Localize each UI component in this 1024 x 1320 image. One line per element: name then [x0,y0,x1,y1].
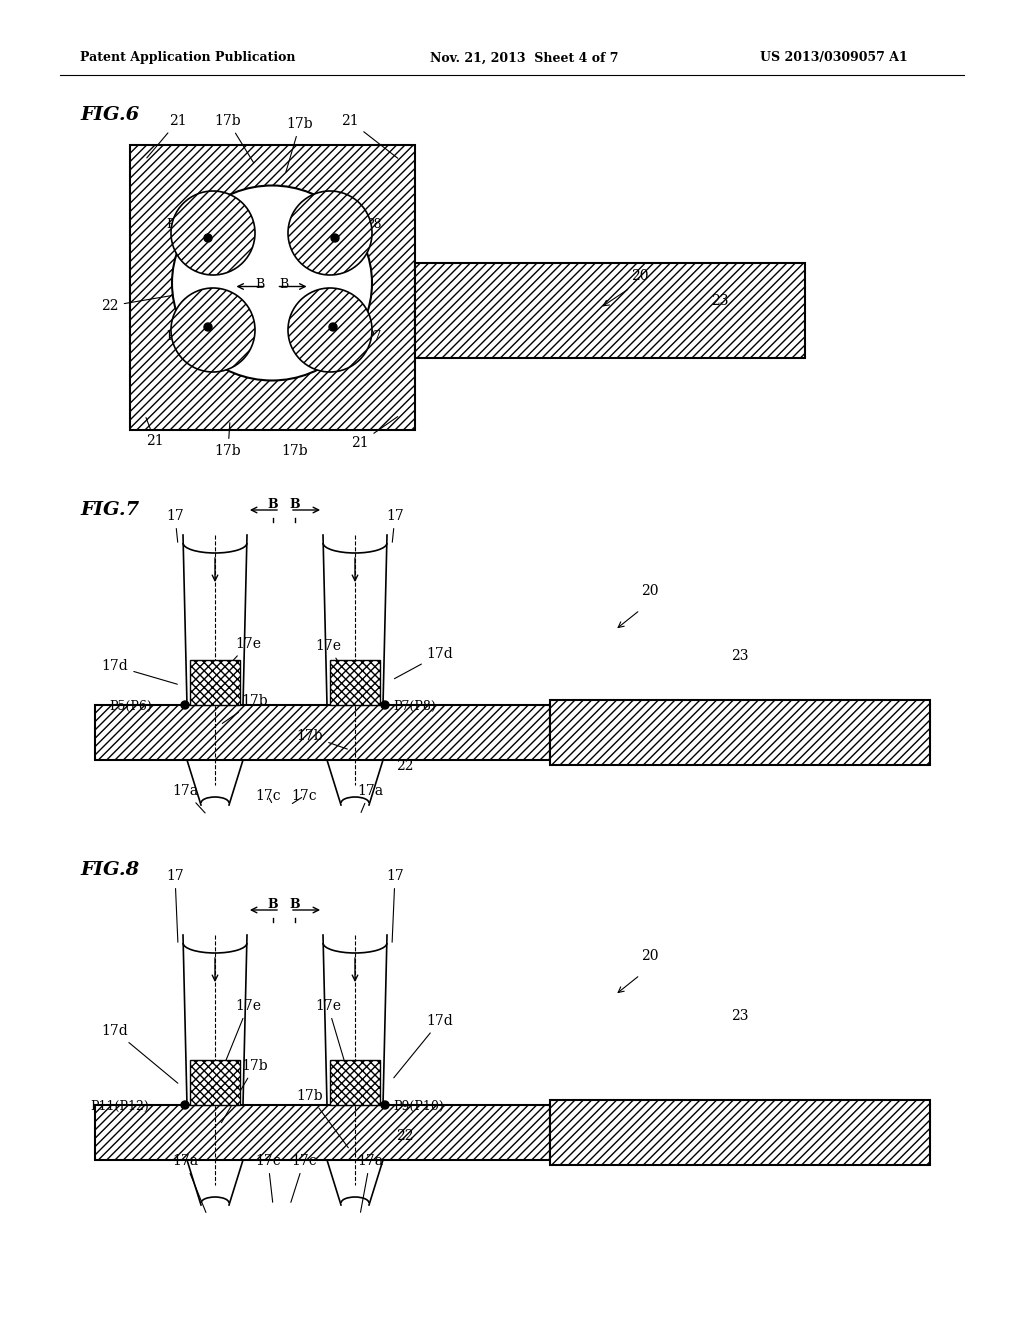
Text: 17a: 17a [172,1154,206,1213]
Text: 17b: 17b [222,694,268,723]
Text: B: B [279,279,288,290]
Text: US 2013/0309057 A1: US 2013/0309057 A1 [760,51,907,65]
Circle shape [171,191,255,275]
Text: FIG.8: FIG.8 [80,861,139,879]
Text: 17b: 17b [286,117,313,173]
Text: 17e: 17e [222,638,261,673]
Text: 17d: 17d [101,659,177,684]
Circle shape [381,701,389,709]
Circle shape [204,234,212,242]
Text: P11(P12): P11(P12) [90,1100,150,1113]
Text: 22: 22 [396,759,414,774]
Text: 21: 21 [146,417,164,447]
Text: 17d: 17d [101,1024,178,1084]
Text: 17e: 17e [221,999,261,1072]
Text: 17: 17 [166,869,184,942]
Bar [95,705,550,760]
Text: Patent Application Publication: Patent Application Publication [80,51,296,65]
Bar [330,1060,380,1105]
Text: 20: 20 [641,583,658,598]
Bar [330,660,380,705]
Text: FIG.6: FIG.6 [80,106,139,124]
Text: Nov. 21, 2013  Sheet 4 of 7: Nov. 21, 2013 Sheet 4 of 7 [430,51,618,65]
Circle shape [288,288,372,372]
Text: 17: 17 [386,510,403,543]
Text: 23: 23 [731,1008,749,1023]
Text: 17d: 17d [394,647,454,678]
Text: P5: P5 [167,218,183,231]
Circle shape [331,234,339,242]
Text: 17c: 17c [255,789,281,803]
Text: 17: 17 [166,510,184,543]
Text: 17a: 17a [357,784,383,812]
Text: 17b: 17b [215,422,242,458]
Text: 17a: 17a [172,784,205,813]
Text: B: B [290,498,300,511]
Text: 17b: 17b [282,444,308,458]
Text: 17b: 17b [297,1089,348,1148]
Text: 17a: 17a [357,1154,383,1212]
Text: 21: 21 [146,114,186,158]
Text: P7: P7 [365,330,381,343]
Text: P6: P6 [167,330,183,343]
Text: 17c: 17c [291,789,316,804]
Text: 17: 17 [386,869,403,942]
Bar [190,660,240,705]
Text: P5(P6): P5(P6) [110,700,152,713]
Text: P8: P8 [365,218,382,231]
Text: 22: 22 [101,296,172,313]
Text: B: B [267,898,279,911]
Bar [130,145,415,430]
Text: 17d: 17d [394,1014,454,1078]
Text: 17c: 17c [291,1154,316,1203]
Bar [550,700,930,766]
Circle shape [171,288,255,372]
Circle shape [329,323,337,331]
Bar [95,1105,550,1160]
Text: 23: 23 [712,294,729,308]
Text: 17c: 17c [255,1154,281,1203]
Text: P7(P8): P7(P8) [393,700,436,713]
Circle shape [381,1101,389,1109]
Text: 21: 21 [351,417,397,450]
Circle shape [204,323,212,331]
Bar [415,263,805,358]
Ellipse shape [172,186,372,380]
Circle shape [181,1101,189,1109]
Text: 17e: 17e [315,999,349,1077]
Text: 17b: 17b [221,1059,268,1122]
Text: 23: 23 [731,649,749,663]
Text: 22: 22 [396,1129,414,1143]
Text: 20: 20 [631,269,649,282]
Text: 17b: 17b [215,114,254,162]
Text: 20: 20 [641,949,658,964]
Bar [550,1100,930,1166]
Text: FIG.7: FIG.7 [80,502,139,519]
Text: B: B [255,279,264,290]
Bar [190,1060,240,1105]
Circle shape [181,701,189,709]
Text: 21: 21 [341,114,397,158]
Text: 17b: 17b [297,729,347,748]
Text: P9(P10): P9(P10) [393,1100,443,1113]
Text: B: B [290,898,300,911]
Circle shape [288,191,372,275]
Text: B: B [267,498,279,511]
Text: 17e: 17e [315,639,348,677]
